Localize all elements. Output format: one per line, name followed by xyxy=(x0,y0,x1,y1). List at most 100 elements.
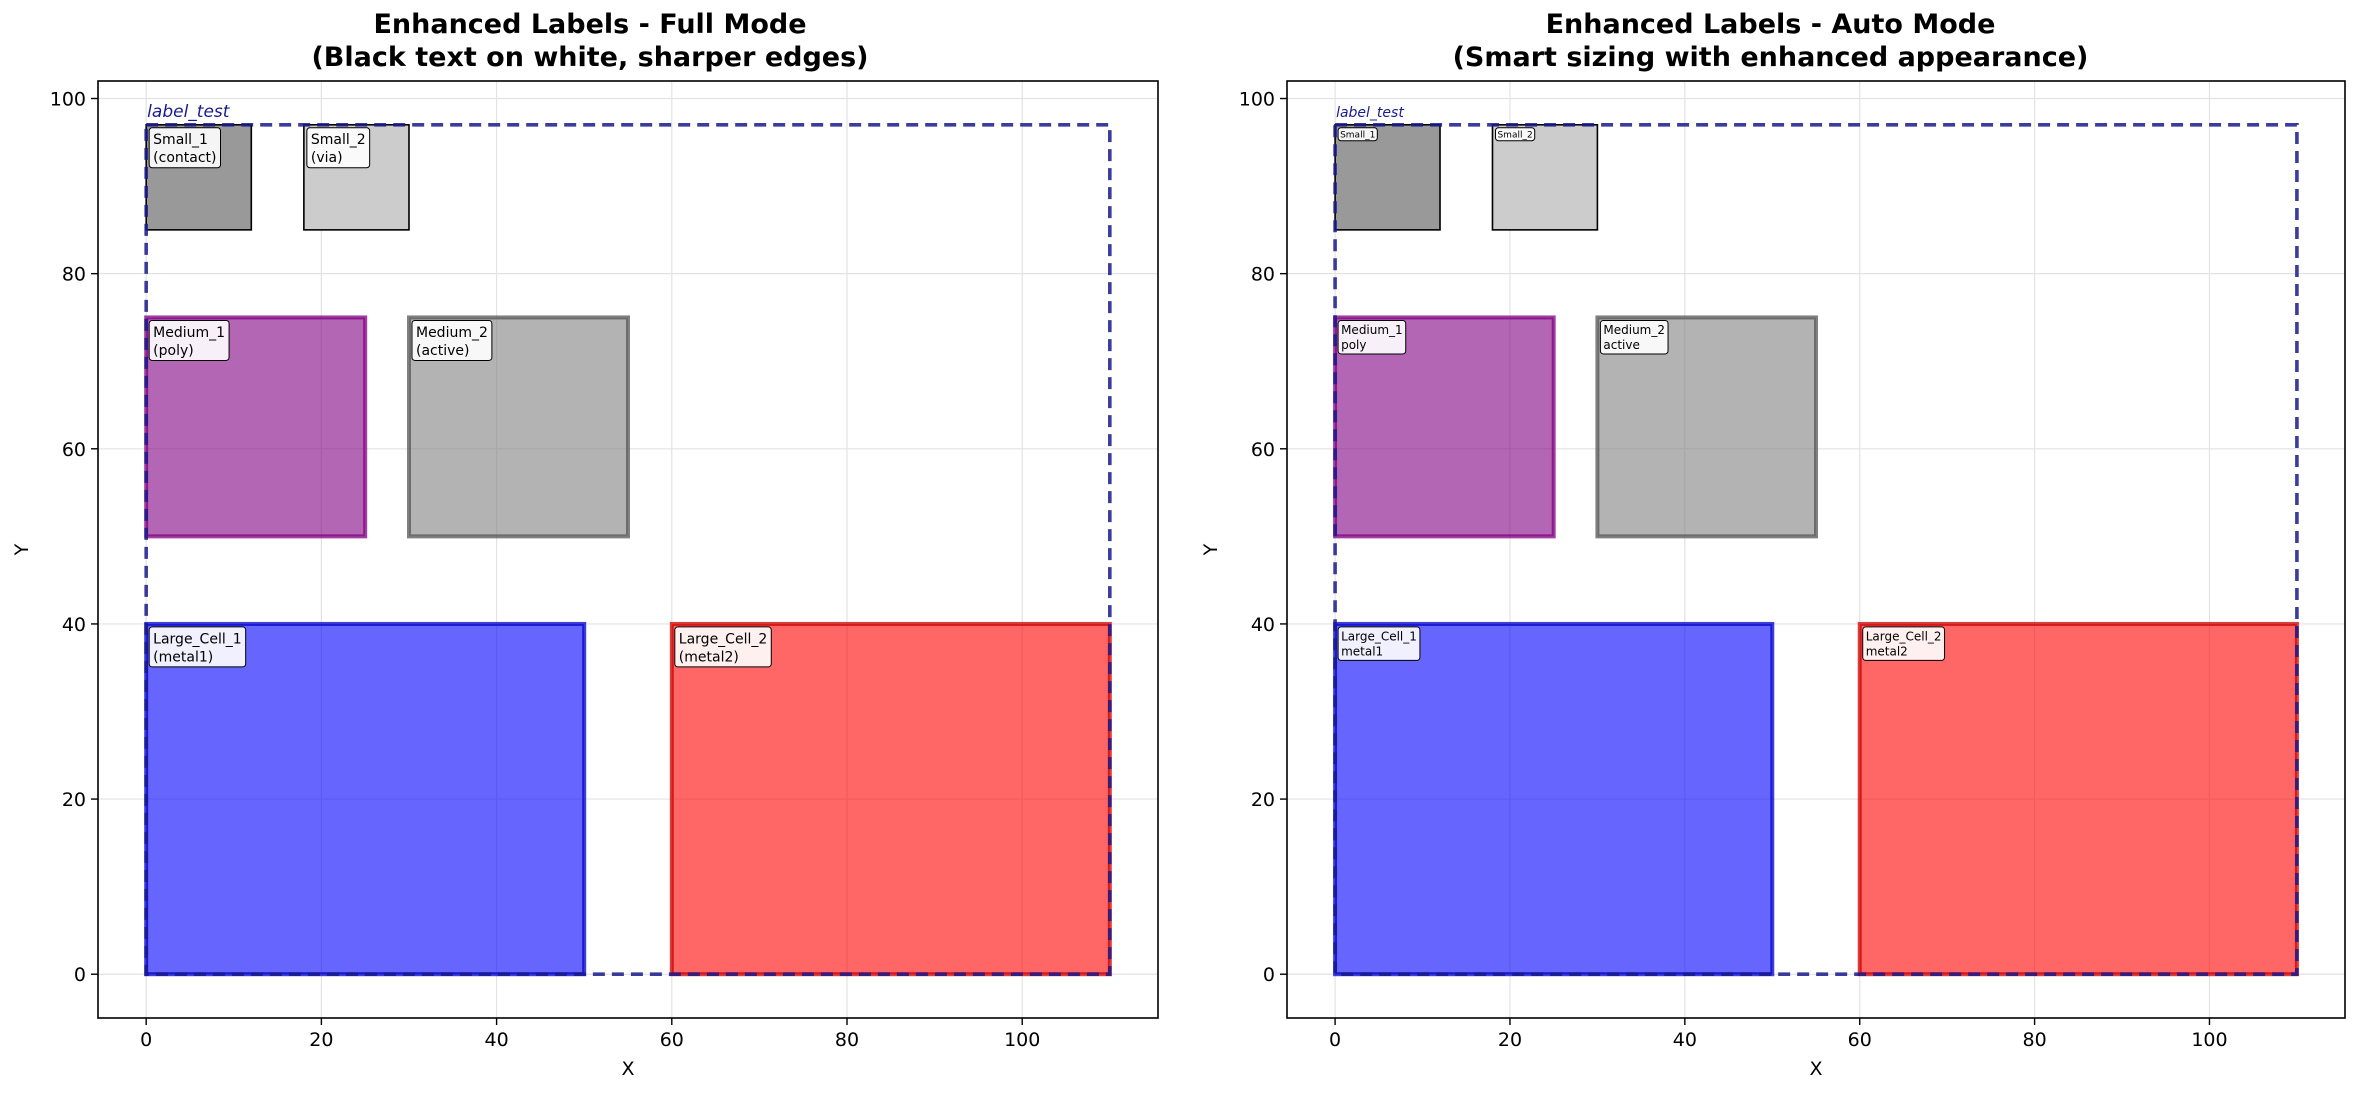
y-tick-label: 0 xyxy=(74,964,86,986)
cell-label-medium-1: Medium_1 (poly) xyxy=(148,319,230,361)
cell-label-small-1: Small_1 xyxy=(1337,127,1378,142)
label-text: Medium_1 poly xyxy=(1341,323,1403,352)
cell-label-medium-1: Medium_1 poly xyxy=(1337,319,1407,355)
label-text: Large_Cell_1 (metal1) xyxy=(153,631,241,665)
label-line: metal1 xyxy=(1341,644,1383,658)
cell-label-large-cell-1: Large_Cell_1 (metal1) xyxy=(148,626,247,668)
label-line: Large_Cell_1 xyxy=(153,631,241,647)
x-axis-label: X xyxy=(1809,1058,1822,1080)
x-tick-label: 40 xyxy=(1673,1029,1697,1051)
y-tick-label: 80 xyxy=(62,264,86,286)
label-box xyxy=(1599,319,1669,355)
label-text: Medium_2 (active) xyxy=(416,325,488,359)
label-line: Large_Cell_2 xyxy=(1866,629,1942,643)
y-tick-label: 80 xyxy=(1251,264,1275,286)
x-tick-label: 20 xyxy=(1498,1029,1522,1051)
label-line: Large_Cell_1 xyxy=(1341,629,1417,643)
label-line: (contact) xyxy=(153,150,216,166)
y-tick-label: 20 xyxy=(62,789,86,811)
layout-plot-full-mode: label_test Small_1 (contact) Small_2 (via) Me… xyxy=(11,80,1159,1080)
axes-frame xyxy=(1286,80,2346,1019)
label-line: Small_1 xyxy=(1340,131,1375,141)
y-tick-label: 0 xyxy=(1263,964,1275,986)
chart-title-line-1: Enhanced Labels - Auto Mode xyxy=(1545,9,1996,40)
label-text: Small_2 xyxy=(1497,131,1532,141)
cell-small-2 xyxy=(1491,123,1599,231)
x-tick-label: 60 xyxy=(1848,1029,1872,1051)
x-tick-label: 80 xyxy=(2023,1029,2047,1051)
label-line: Large_Cell_2 xyxy=(679,631,767,647)
y-tick-label: 100 xyxy=(50,89,86,111)
y-tick-label: 60 xyxy=(1251,439,1275,461)
chart-title-line-2: (Black text on white, sharper edges) xyxy=(311,42,869,73)
cell-large-cell-2 xyxy=(1857,621,2299,977)
y-axis-label: Y xyxy=(1200,543,1222,556)
y-tick-label: 60 xyxy=(62,439,86,461)
label-line: (active) xyxy=(416,343,469,359)
cell-label-large-cell-2: Large_Cell_2 (metal2) xyxy=(674,626,772,668)
cell-label-small-2: Small_2 xyxy=(1494,127,1536,142)
label-box xyxy=(1337,127,1378,142)
label-text: Small_1 (contact) xyxy=(153,132,216,166)
label-box xyxy=(148,127,222,169)
right-panel: Enhanced Labels - Auto Mode (Smart sizin… xyxy=(1180,0,2361,1094)
x-tick-label: 0 xyxy=(140,1029,152,1051)
label-box xyxy=(674,626,772,668)
cell-large-cell-1 xyxy=(144,621,587,977)
axes-frame xyxy=(97,80,1159,1019)
label-line: poly xyxy=(1341,338,1366,352)
cell-label-medium-2: Medium_2 (active) xyxy=(411,319,493,361)
label-text: Large_Cell_2 metal2 xyxy=(1866,629,1942,658)
y-tick-label: 40 xyxy=(62,614,86,636)
label-line: Small_2 xyxy=(1497,131,1532,141)
label-line: Medium_1 xyxy=(153,325,225,341)
cell-large-cell-2 xyxy=(669,621,1112,977)
boundary-outline xyxy=(1333,122,2299,977)
cell-label-large-cell-1: Large_Cell_1 metal1 xyxy=(1337,626,1421,661)
x-tick-label: 80 xyxy=(835,1029,859,1051)
label-box xyxy=(1337,626,1421,661)
cell-label-medium-2: Medium_2 active xyxy=(1599,319,1669,355)
label-line: Small_1 xyxy=(153,132,208,148)
label-box xyxy=(1494,127,1536,142)
left-panel: Enhanced Labels - Full Mode (Black text … xyxy=(0,0,1180,1094)
label-line: (metal1) xyxy=(153,649,213,665)
cell-label-small-2: Small_2 (via) xyxy=(306,127,371,169)
label-text: Small_1 xyxy=(1340,131,1375,141)
label-line: Medium_2 xyxy=(416,325,488,341)
x-tick-label: 20 xyxy=(309,1029,333,1051)
y-tick-label: 40 xyxy=(1251,614,1275,636)
label-line: Small_2 xyxy=(311,132,366,148)
x-tick-label: 100 xyxy=(1004,1029,1040,1051)
cell-label-small-1: Small_1 (contact) xyxy=(148,127,222,169)
boundary-label: label_test xyxy=(1336,105,1404,121)
label-text: Medium_1 (poly) xyxy=(153,325,225,359)
boundary-outline xyxy=(144,122,1112,977)
chart-title: Enhanced Labels - Full Mode (Black text … xyxy=(0,8,1180,74)
cell-small-1 xyxy=(1334,123,1441,231)
label-text: Small_2 (via) xyxy=(311,132,366,166)
label-line: Medium_2 xyxy=(1603,323,1665,337)
chart-title-line-2: (Smart sizing with enhanced appearance) xyxy=(1452,42,2089,73)
label-line: Medium_1 xyxy=(1341,323,1403,337)
x-tick-label: 100 xyxy=(2191,1029,2227,1051)
label-line: (poly) xyxy=(153,343,194,359)
y-tick-label: 100 xyxy=(1239,89,1275,111)
label-text: Medium_2 active xyxy=(1603,323,1665,352)
x-tick-label: 60 xyxy=(660,1029,684,1051)
y-tick-label: 20 xyxy=(1251,789,1275,811)
label-line: (metal2) xyxy=(679,649,739,665)
boundary-label: label_test xyxy=(147,102,231,122)
label-box xyxy=(1337,319,1407,355)
label-line: metal2 xyxy=(1866,644,1908,658)
y-axis-label: Y xyxy=(11,543,33,556)
label-box xyxy=(306,127,371,169)
x-tick-label: 0 xyxy=(1329,1029,1341,1051)
cell-large-cell-1 xyxy=(1333,621,1775,977)
label-text: Large_Cell_1 metal1 xyxy=(1341,629,1417,658)
chart-title-line-1: Enhanced Labels - Full Mode xyxy=(373,9,807,40)
label-box xyxy=(1862,626,1946,661)
x-axis-label: X xyxy=(621,1058,634,1080)
chart-title: Enhanced Labels - Auto Mode (Smart sizin… xyxy=(1180,8,2361,74)
